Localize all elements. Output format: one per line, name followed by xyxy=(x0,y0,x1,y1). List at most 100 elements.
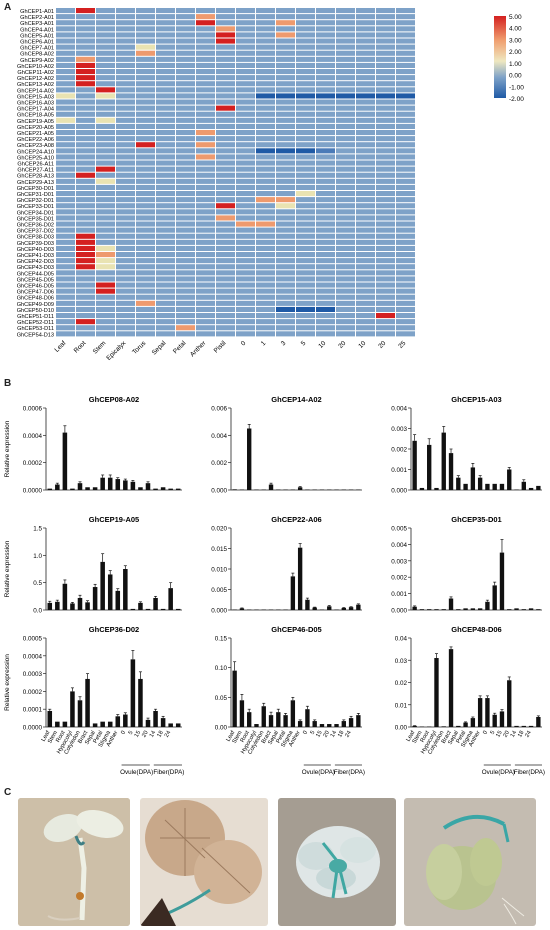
heatmap-cell xyxy=(176,14,195,20)
heatmap-cell xyxy=(376,26,395,32)
heatmap-cell xyxy=(376,172,395,178)
heatmap-cell xyxy=(256,215,275,221)
heatmap-cell xyxy=(296,215,315,221)
heatmap-cell xyxy=(336,26,355,32)
bar xyxy=(232,489,237,490)
heatmap-cell xyxy=(276,282,295,288)
heatmap-cell xyxy=(196,148,215,154)
heatmap-cell xyxy=(296,233,315,239)
chart-title: GhCEP14-A02 xyxy=(271,395,321,404)
heatmap-cell xyxy=(276,270,295,276)
heatmap-cell xyxy=(376,32,395,38)
heatmap-cell xyxy=(336,50,355,56)
heatmap-cell xyxy=(196,313,215,319)
heatmap-cell xyxy=(56,50,75,56)
heatmap-cell xyxy=(316,306,335,312)
heatmap-cell xyxy=(76,20,95,26)
heatmap-cell xyxy=(256,20,275,26)
bar xyxy=(268,484,274,490)
heatmap-cell xyxy=(76,130,95,136)
y-tick-label: 0.01 xyxy=(395,702,408,709)
heatmap-cell xyxy=(256,14,275,20)
heatmap-cell xyxy=(396,93,415,99)
heatmap-cell xyxy=(216,62,235,68)
y-axis-label: Relative expression xyxy=(4,540,11,597)
bar xyxy=(123,480,128,490)
gene-label: GhCEP29-A13 xyxy=(17,180,54,186)
bar xyxy=(70,691,75,727)
heatmap-cell xyxy=(176,81,195,87)
bar xyxy=(160,718,166,727)
y-tick-label: 0.004 xyxy=(211,433,227,440)
heatmap-cell xyxy=(376,282,395,288)
heatmap-cell xyxy=(396,258,415,264)
panel-label-a: A xyxy=(4,2,12,13)
heatmap-cell xyxy=(376,69,395,75)
y-tick-label: 0.001 xyxy=(391,591,407,598)
heatmap-cell xyxy=(316,81,335,87)
heatmap-cell xyxy=(216,69,235,75)
heatmap-cell xyxy=(296,184,315,190)
heatmap-cell xyxy=(56,14,75,20)
heatmap-cell xyxy=(136,306,155,312)
heatmap-cell xyxy=(216,221,235,227)
bar xyxy=(334,609,339,610)
heatmap-cell xyxy=(276,123,295,129)
heatmap-cell xyxy=(256,117,275,123)
heatmap-cell xyxy=(296,87,315,93)
heatmap-cell xyxy=(116,160,135,166)
heatmap-cell xyxy=(356,282,375,288)
heatmap-cell xyxy=(96,331,115,337)
heatmap-cell xyxy=(336,8,355,14)
heatmap-cell xyxy=(356,209,375,215)
heatmap-cell xyxy=(376,154,395,160)
heatmap-cell xyxy=(356,142,375,148)
heatmap-cell xyxy=(76,87,95,93)
heatmap-cell xyxy=(196,87,215,93)
heatmap-cell xyxy=(136,130,155,136)
heatmap-cell xyxy=(316,111,335,117)
heatmap-cell xyxy=(76,221,95,227)
heatmap-cell xyxy=(316,56,335,62)
bar xyxy=(261,609,266,610)
heatmap-cell xyxy=(76,14,95,20)
heatmap-cell xyxy=(196,252,215,258)
heatmap-cell xyxy=(56,142,75,148)
x-tick-label: 18 xyxy=(517,730,525,739)
heatmap-cell xyxy=(216,203,235,209)
heatmap-cell xyxy=(56,258,75,264)
heatmap-cell xyxy=(76,142,95,148)
y-tick-label: 0.005 xyxy=(211,587,227,594)
bar xyxy=(160,608,166,610)
heatmap-cell xyxy=(396,123,415,129)
heatmap-cell xyxy=(96,221,115,227)
colorbar-tick: 0.00 xyxy=(509,73,522,80)
heatmap-cell xyxy=(216,75,235,81)
y-tick-label: 0.002 xyxy=(211,460,227,467)
gene-label: GhCEP26-A11 xyxy=(17,162,54,168)
heatmap-cell xyxy=(276,264,295,270)
column-label: Leaf xyxy=(54,340,68,354)
y-tick-label: 0.0001 xyxy=(23,707,43,714)
heatmap-cell xyxy=(116,87,135,93)
heatmap-cell xyxy=(176,252,195,258)
heatmap-cell xyxy=(316,93,335,99)
heatmap-cell xyxy=(396,227,415,233)
heatmap-cell xyxy=(396,111,415,117)
heatmap-cell xyxy=(236,81,255,87)
heatmap-cell xyxy=(336,197,355,203)
heatmap-cell xyxy=(136,178,155,184)
heatmap-cell xyxy=(216,313,235,319)
heatmap-cell xyxy=(216,306,235,312)
x-tick-label: Petal xyxy=(93,730,105,744)
bar xyxy=(247,712,252,727)
heatmap-cell xyxy=(96,239,115,245)
heatmap-cell xyxy=(56,300,75,306)
heatmap-cell xyxy=(236,130,255,136)
bar xyxy=(168,723,173,727)
heatmap-cell xyxy=(76,319,95,325)
heatmap-cell xyxy=(316,50,335,56)
column-label: 0 xyxy=(240,340,248,348)
heatmap-cell xyxy=(276,258,295,264)
chart-title: GhCEP22-A06 xyxy=(271,515,321,524)
